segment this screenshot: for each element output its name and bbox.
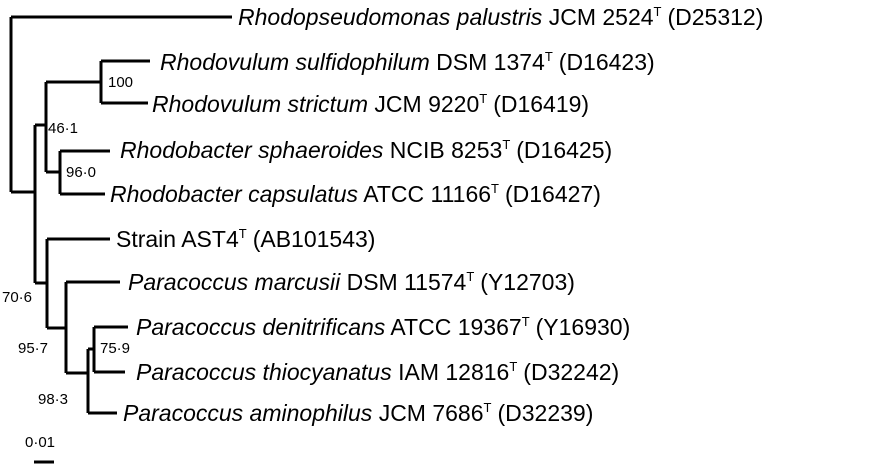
taxon-name: Paracoccus marcusii bbox=[128, 269, 341, 295]
taxon-label-pami: Paracoccus aminophilus JCM 7686T (D32239) bbox=[123, 400, 593, 426]
scale-bar-label: 0·01 bbox=[25, 434, 55, 451]
bootstrap-value-pden-pthi-pami: 98·3 bbox=[38, 391, 68, 408]
taxon-accession: (Y12703) bbox=[480, 269, 575, 295]
taxon-name: Paracoccus denitrificans bbox=[136, 314, 386, 340]
taxon-label-rstr: Rhodovulum strictum JCM 9220T (D16419) bbox=[152, 91, 589, 117]
taxon-strain: DSM 11574 bbox=[347, 269, 467, 295]
type-strain-mark: T bbox=[654, 4, 662, 19]
taxon-strain: JCM 7686 bbox=[379, 400, 484, 426]
taxon-strain: IAM 12816 bbox=[398, 359, 509, 385]
bootstrap-labels: 100 46·1 96·0 70·6 95·7 98·3 75·9 bbox=[2, 74, 133, 408]
taxon-accession: (D32239) bbox=[497, 400, 593, 426]
taxon-accession: (D16419) bbox=[493, 91, 589, 117]
type-strain-mark: T bbox=[502, 137, 510, 152]
tree-branches bbox=[9, 15, 232, 415]
taxon-name: Paracoccus aminophilus bbox=[123, 400, 373, 426]
taxon-strain: JCM 2524 bbox=[549, 4, 654, 30]
taxon-strain: NCIB 8253 bbox=[390, 137, 503, 163]
bootstrap-value-rhodovulum-rhodobacter: 46·1 bbox=[48, 120, 78, 137]
taxon-name: Rhodopseudomonas palustris bbox=[238, 4, 543, 30]
taxon-name: Rhodobacter capsulatus bbox=[110, 181, 359, 207]
taxon-accession: (D16423) bbox=[559, 49, 655, 75]
taxon-label-pthi: Paracoccus thiocyanatus IAM 12816T (D3224… bbox=[136, 359, 619, 385]
scale-bar: 0·01 bbox=[25, 434, 55, 464]
taxon-strain: ATCC 11166 bbox=[363, 181, 491, 207]
taxon-name: Rhodobacter sphaeroides bbox=[120, 137, 384, 163]
taxon-accession: (Y16930) bbox=[536, 314, 631, 340]
taxon-name: Paracoccus thiocyanatus bbox=[136, 359, 392, 385]
type-strain-mark: T bbox=[491, 181, 499, 196]
bootstrap-value-pden-pthi: 75·9 bbox=[100, 340, 130, 357]
bootstrap-value-rhodobacter: 96·0 bbox=[66, 164, 96, 181]
taxon-accession: (D32242) bbox=[523, 359, 619, 385]
taxon-strain: AST4 bbox=[181, 226, 239, 252]
taxon-strain: JCM 9220 bbox=[374, 91, 479, 117]
taxon-accession: (D16425) bbox=[516, 137, 612, 163]
taxon-accession: (D25312) bbox=[667, 4, 763, 30]
type-strain-mark: T bbox=[522, 314, 530, 329]
taxon-label-rpal: Rhodopseudomonas palustris JCM 2524T (D25… bbox=[238, 4, 763, 30]
taxon-name: Rhodovulum sulfidophilum bbox=[160, 49, 430, 75]
taxon-label-ast4: Strain AST4T (AB101543) bbox=[116, 226, 375, 252]
taxon-label-pden: Paracoccus denitrificans ATCC 19367T (Y16… bbox=[136, 314, 630, 340]
type-strain-mark: T bbox=[484, 400, 492, 415]
taxon-label-pmar: Paracoccus marcusii DSM 11574T (Y12703) bbox=[128, 269, 575, 295]
bootstrap-value-ast4-paracoccus: 70·6 bbox=[2, 289, 32, 306]
taxon-accession: (D16427) bbox=[505, 181, 601, 207]
taxon-strain: DSM 1374 bbox=[436, 49, 545, 75]
type-strain-mark: T bbox=[509, 359, 517, 374]
type-strain-mark: T bbox=[239, 226, 247, 241]
taxon-label-rcap: Rhodobacter capsulatus ATCC 11166T (D1642… bbox=[110, 181, 601, 207]
type-strain-mark: T bbox=[545, 49, 553, 64]
bootstrap-value-rhodovulum: 100 bbox=[108, 74, 133, 91]
taxon-name: Strain bbox=[116, 226, 176, 252]
type-strain-mark: T bbox=[479, 91, 487, 106]
taxon-label-rsul: Rhodovulum sulfidophilum DSM 1374T (D1642… bbox=[160, 49, 655, 75]
taxon-accession: (AB101543) bbox=[253, 226, 376, 252]
type-strain-mark: T bbox=[466, 269, 474, 284]
taxon-name: Rhodovulum strictum bbox=[152, 91, 368, 117]
bootstrap-value-paracoccus: 95·7 bbox=[18, 340, 48, 357]
taxon-labels: Rhodopseudomonas palustris JCM 2524T (D25… bbox=[110, 4, 763, 426]
taxon-strain: ATCC 19367 bbox=[390, 314, 521, 340]
taxon-label-rsph: Rhodobacter sphaeroides NCIB 8253T (D1642… bbox=[120, 137, 612, 163]
